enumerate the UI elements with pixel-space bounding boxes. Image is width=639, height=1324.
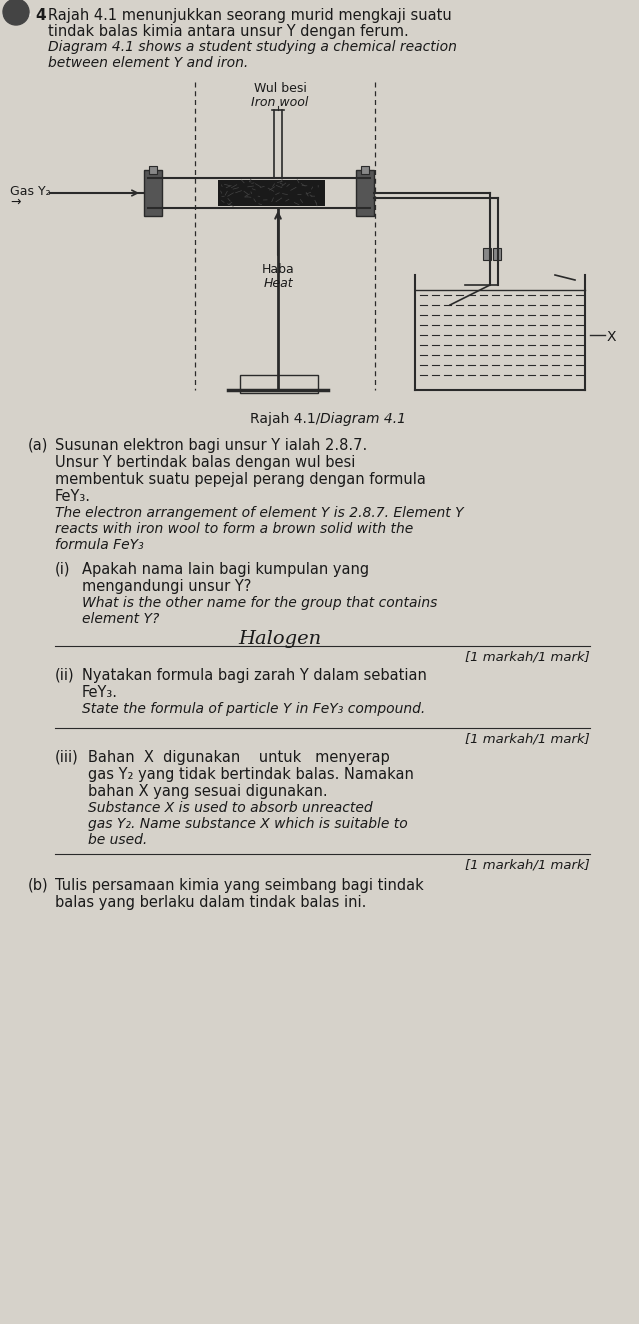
Circle shape [3,0,29,25]
Text: (iii): (iii) [55,749,79,765]
Text: Gas Y₂: Gas Y₂ [10,185,50,199]
Text: What is the other name for the group that contains: What is the other name for the group tha… [82,596,437,610]
Text: (i): (i) [55,561,70,577]
Text: Diagram 4.1 shows a student studying a chemical reaction: Diagram 4.1 shows a student studying a c… [48,40,457,54]
Text: Rajah 4.1 menunjukkan seorang murid mengkaji suatu: Rajah 4.1 menunjukkan seorang murid meng… [48,8,452,23]
Text: Unsur Y bertindak balas dengan wul besi: Unsur Y bertindak balas dengan wul besi [55,455,355,470]
Text: 4: 4 [35,8,45,23]
Text: element Y?: element Y? [82,612,159,626]
Text: Haba: Haba [261,263,295,275]
Text: membentuk suatu pepejal perang dengan formula: membentuk suatu pepejal perang dengan fo… [55,471,426,487]
Bar [149,166,157,173]
Text: Apakah nama lain bagi kumpulan yang: Apakah nama lain bagi kumpulan yang [82,561,369,577]
Text: Iron wool: Iron wool [251,97,309,109]
Text: balas yang berlaku dalam tindak balas ini.: balas yang berlaku dalam tindak balas in… [55,895,366,910]
Text: Nyatakan formula bagi zarah Y dalam sebatian: Nyatakan formula bagi zarah Y dalam seba… [82,669,427,683]
Text: FeY₃.: FeY₃. [82,685,118,700]
Text: [1 markah/1 mark]: [1 markah/1 mark] [465,650,590,663]
Text: Susunan elektron bagi unsur Y ialah 2.8.7.: Susunan elektron bagi unsur Y ialah 2.8.… [55,438,367,453]
Text: be used.: be used. [88,833,147,847]
Text: Rajah 4.1/: Rajah 4.1/ [250,412,320,426]
Text: Wul besi: Wul besi [254,82,307,95]
Text: Halogen: Halogen [238,630,321,647]
Bar [493,248,501,260]
Text: gas Y₂ yang tidak bertindak balas. Namakan: gas Y₂ yang tidak bertindak balas. Namak… [88,767,414,782]
Text: Heat: Heat [263,277,293,290]
Bar [483,248,491,260]
Text: Diagram 4.1: Diagram 4.1 [320,412,406,426]
Text: reacts with iron wool to form a brown solid with the: reacts with iron wool to form a brown so… [55,522,413,536]
Text: mengandungi unsur Y?: mengandungi unsur Y? [82,579,251,594]
Text: Substance X is used to absorb unreacted: Substance X is used to absorb unreacted [88,801,373,816]
Bar [240,375,318,393]
Bar [218,180,325,207]
Text: Tulis persamaan kimia yang seimbang bagi tindak: Tulis persamaan kimia yang seimbang bagi… [55,878,424,892]
Text: Bahan  X  digunakan    untuk   menyerap: Bahan X digunakan untuk menyerap [88,749,390,765]
Text: gas Y₂. Name substance X which is suitable to: gas Y₂. Name substance X which is suitab… [88,817,408,831]
Text: between element Y and iron.: between element Y and iron. [48,56,248,70]
Text: bahan X yang sesuai digunakan.: bahan X yang sesuai digunakan. [88,784,328,798]
Text: [1 markah/1 mark]: [1 markah/1 mark] [465,732,590,745]
Bar [144,169,162,216]
Text: [1 markah/1 mark]: [1 markah/1 mark] [465,858,590,871]
Text: X: X [607,330,617,344]
Text: (ii): (ii) [55,669,75,683]
Text: (b): (b) [28,878,49,892]
Text: The electron arrangement of element Y is 2.8.7. Element Y: The electron arrangement of element Y is… [55,506,464,520]
Text: tindak balas kimia antara unsur Y dengan ferum.: tindak balas kimia antara unsur Y dengan… [48,24,409,38]
Bar [356,169,374,216]
Text: formula FeY₃: formula FeY₃ [55,538,144,552]
Text: →: → [10,196,20,209]
Text: State the formula of particle Y in FeY₃ compound.: State the formula of particle Y in FeY₃ … [82,702,425,716]
Bar [361,166,369,173]
Text: FeY₃.: FeY₃. [55,489,91,504]
Text: Unsur
Peralihan: Unsur Peralihan [1,7,31,17]
Text: (a): (a) [28,438,49,453]
